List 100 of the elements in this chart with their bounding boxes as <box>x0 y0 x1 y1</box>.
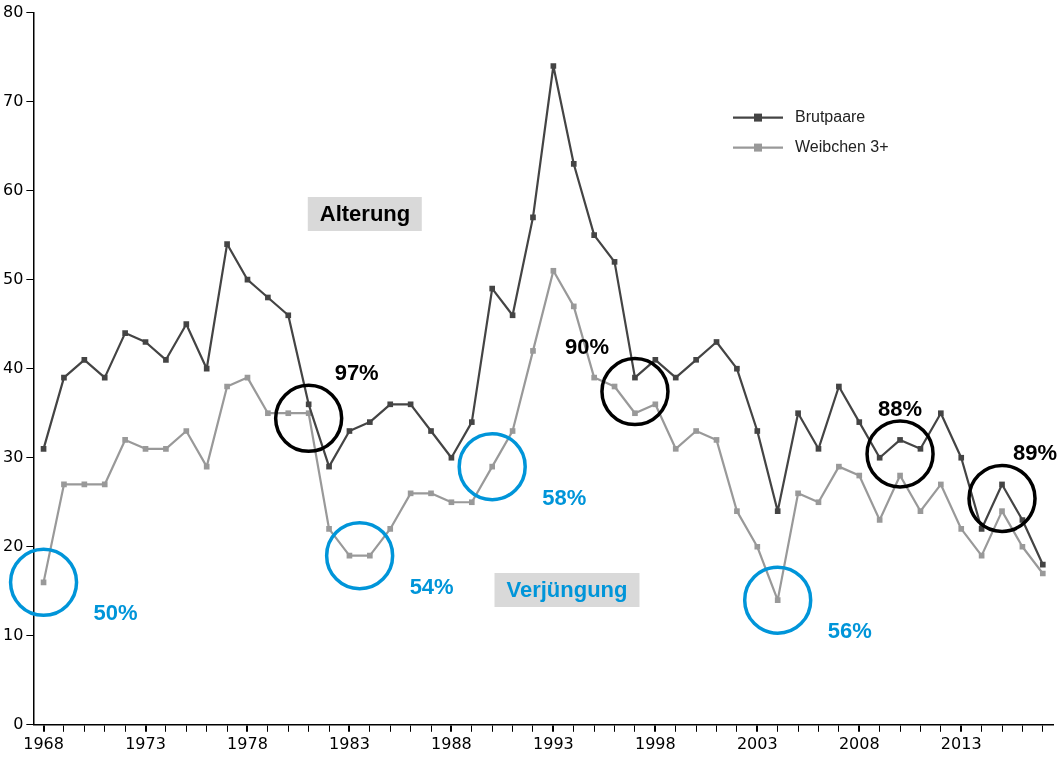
y-tick-label: 40 <box>3 357 24 377</box>
point <box>652 356 659 363</box>
point <box>815 499 822 506</box>
annotation: 58% <box>542 484 587 510</box>
point <box>285 410 292 417</box>
point <box>530 348 536 354</box>
y-tick-label: 70 <box>3 90 24 110</box>
point <box>305 401 312 408</box>
point <box>61 481 67 488</box>
point <box>570 161 577 167</box>
y-tick-label: 10 <box>3 624 24 644</box>
point <box>468 499 475 506</box>
x-tick-label: 1973 <box>125 733 166 753</box>
point <box>428 490 434 497</box>
point <box>713 339 720 345</box>
point <box>550 63 557 69</box>
point <box>203 365 210 372</box>
point <box>489 463 496 470</box>
point <box>713 437 720 443</box>
point <box>672 374 679 381</box>
point <box>693 356 699 363</box>
annotation: 56% <box>827 618 872 644</box>
point <box>509 428 516 434</box>
point <box>326 463 332 470</box>
point <box>81 356 88 363</box>
point <box>101 481 108 488</box>
point <box>632 410 638 417</box>
point <box>224 241 230 247</box>
x-tick-label: 2003 <box>736 733 778 753</box>
y-tick-label: 80 <box>3 1 24 21</box>
annotation: 89% <box>1012 440 1058 466</box>
x-tick-label: 1983 <box>329 733 370 753</box>
point <box>999 508 1005 514</box>
point <box>876 517 883 523</box>
point <box>734 508 740 514</box>
point <box>346 428 353 434</box>
point <box>856 472 863 479</box>
legend-label: Weibchen 3+ <box>795 138 889 156</box>
point <box>734 365 740 372</box>
point <box>448 454 455 461</box>
point <box>795 490 801 497</box>
point <box>224 383 230 390</box>
annotation: 90% <box>564 333 609 359</box>
point <box>754 543 761 550</box>
point <box>367 419 373 425</box>
legend-label: Brutpaare <box>795 108 866 126</box>
annotation: 50% <box>93 600 138 626</box>
point <box>367 552 373 559</box>
x-tick-label: 2013 <box>940 733 982 753</box>
point <box>611 259 618 265</box>
point <box>183 428 190 434</box>
point <box>285 312 292 319</box>
annotation: Verjüngung <box>494 573 640 607</box>
point <box>672 445 679 452</box>
point <box>856 419 863 425</box>
annotation: Alterung <box>307 197 423 231</box>
point <box>958 454 965 461</box>
x-tick-label: 2008 <box>838 733 880 753</box>
point <box>836 463 842 470</box>
point <box>917 445 924 452</box>
point <box>163 445 169 452</box>
point <box>530 214 536 221</box>
point <box>652 401 659 408</box>
point <box>203 463 210 470</box>
x-tick-label: 1988 <box>431 733 472 753</box>
point <box>1039 570 1046 577</box>
point <box>795 410 801 417</box>
point <box>591 374 597 381</box>
point <box>387 401 394 408</box>
point <box>938 481 944 488</box>
point <box>61 374 67 381</box>
point <box>326 526 332 532</box>
point <box>917 508 924 514</box>
point <box>1039 561 1046 568</box>
point <box>122 330 128 336</box>
annotation: 97% <box>334 360 379 386</box>
point <box>428 428 434 434</box>
point <box>897 472 903 479</box>
annotation: 54% <box>409 573 454 599</box>
x-tick-label: 1968 <box>23 733 64 753</box>
point <box>550 267 557 274</box>
annotation: 88% <box>878 395 923 421</box>
point <box>570 303 577 310</box>
point <box>999 481 1005 488</box>
point <box>265 410 271 417</box>
y-tick-label: 30 <box>3 446 24 466</box>
y-tick-label: 60 <box>3 179 24 199</box>
point <box>407 401 414 408</box>
point <box>774 597 781 603</box>
point <box>489 285 496 292</box>
point <box>938 410 944 417</box>
y-tick-label: 50 <box>3 268 24 288</box>
point <box>183 321 190 328</box>
point <box>142 445 149 452</box>
point <box>387 526 394 532</box>
point <box>774 508 781 514</box>
point <box>876 454 883 461</box>
point <box>693 428 699 434</box>
point <box>468 419 475 425</box>
point <box>591 232 597 238</box>
